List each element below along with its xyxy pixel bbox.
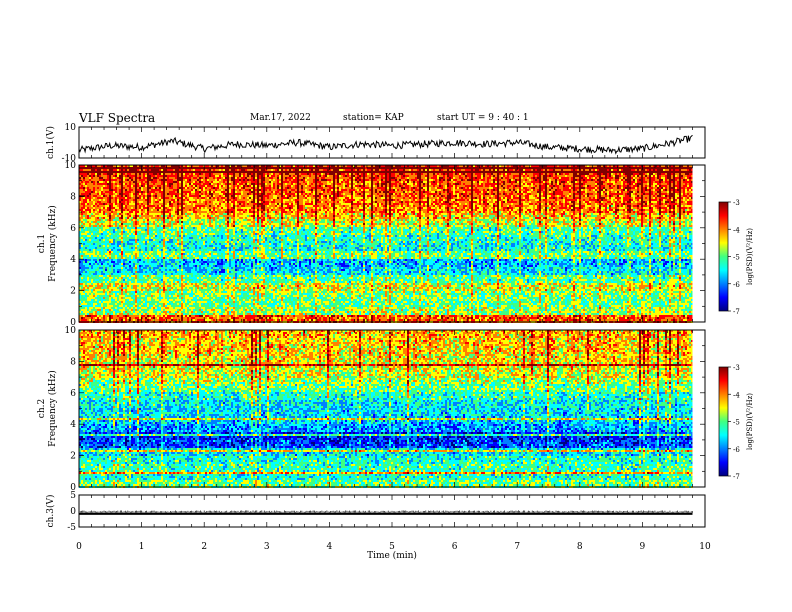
colorbar-ch1	[718, 201, 729, 312]
ch1-freq-tick-label: 0	[70, 318, 76, 328]
ch3-ytick-label: 5	[70, 491, 76, 501]
colorbar-tick-label: -3	[733, 199, 740, 207]
ch1-freq-tick-label: 8	[70, 192, 76, 202]
ch1-ytick-label: -10	[62, 154, 77, 164]
header-station: station= KAP	[343, 113, 404, 123]
ch1-freq-tick-label: 4	[70, 255, 76, 265]
time-tick-label: 8	[577, 542, 583, 552]
colorbar-tick-label: -5	[733, 419, 740, 427]
ch2-freq-tick-label: 10	[65, 326, 77, 336]
colorbar-tick-label: -4	[733, 391, 740, 399]
ch3-waveform-ylabel: ch.3(V)	[45, 495, 56, 528]
ch1-ytick-label: 10	[65, 123, 77, 133]
ch1-freq-tick-label: 6	[70, 224, 76, 234]
time-tick-label: 4	[327, 542, 333, 552]
ch3-waveform-band	[79, 512, 693, 515]
colorbar-tick-label: -3	[733, 364, 740, 372]
ch2-freq-tick-label: 0	[70, 483, 76, 493]
colorbar-ch2	[718, 366, 729, 477]
time-tick-label: 0	[76, 542, 82, 552]
colorbar-tick-label: -7	[733, 473, 740, 481]
time-axis-label: Time (min)	[367, 550, 417, 561]
ch1-waveform-ylabel: ch.1(V)	[45, 126, 56, 159]
colorbar-tick-label: -6	[733, 446, 740, 454]
header-start-time: start UT = 9 : 40 : 1	[437, 113, 529, 123]
header-date: Mar.17, 2022	[250, 113, 311, 123]
ch1-frequency-ylabel: Frequency (kHz)	[47, 205, 58, 282]
ch2-freq-tick-label: 2	[70, 452, 76, 462]
colorbar-tick-label: -6	[733, 281, 740, 289]
ch1-freq-tick-label: 2	[70, 287, 76, 297]
time-tick-label: 6	[452, 542, 458, 552]
colorbar-tick-label: -7	[733, 308, 740, 316]
colorbar-tick-label: -4	[733, 226, 740, 234]
time-tick-label: 10	[699, 542, 711, 552]
colorbar-tick-label: -5	[733, 254, 740, 262]
ch2-channel-label: ch.2	[37, 399, 47, 418]
ch2-spectrogram-image	[79, 330, 705, 488]
ch1-freq-tick-label: 10	[65, 161, 77, 171]
ch2-freq-tick-label: 6	[70, 389, 76, 399]
ch2-freq-tick-label: 4	[70, 420, 76, 430]
ch3-ytick-label: 0	[70, 507, 76, 517]
time-tick-label: 5	[389, 542, 395, 552]
time-tick-label: 7	[514, 542, 520, 552]
colorbar-label: log(PSD)(V²/Hz)	[746, 228, 754, 285]
ch3-ytick-label: -5	[67, 523, 76, 533]
time-tick-label: 2	[201, 542, 207, 552]
ch2-freq-tick-label: 8	[70, 357, 76, 367]
ch1-spectrogram-image	[79, 165, 705, 323]
colorbar-label: log(PSD)(V²/Hz)	[746, 393, 754, 450]
time-tick-label: 9	[640, 542, 646, 552]
ch2-frequency-ylabel: Frequency (kHz)	[47, 370, 58, 447]
header-title: VLF Spectra	[79, 111, 155, 125]
ch1-waveform-line	[78, 134, 693, 155]
time-tick-label: 3	[264, 542, 270, 552]
ch1-channel-label: ch.1	[37, 234, 47, 253]
time-tick-label: 1	[139, 542, 145, 552]
